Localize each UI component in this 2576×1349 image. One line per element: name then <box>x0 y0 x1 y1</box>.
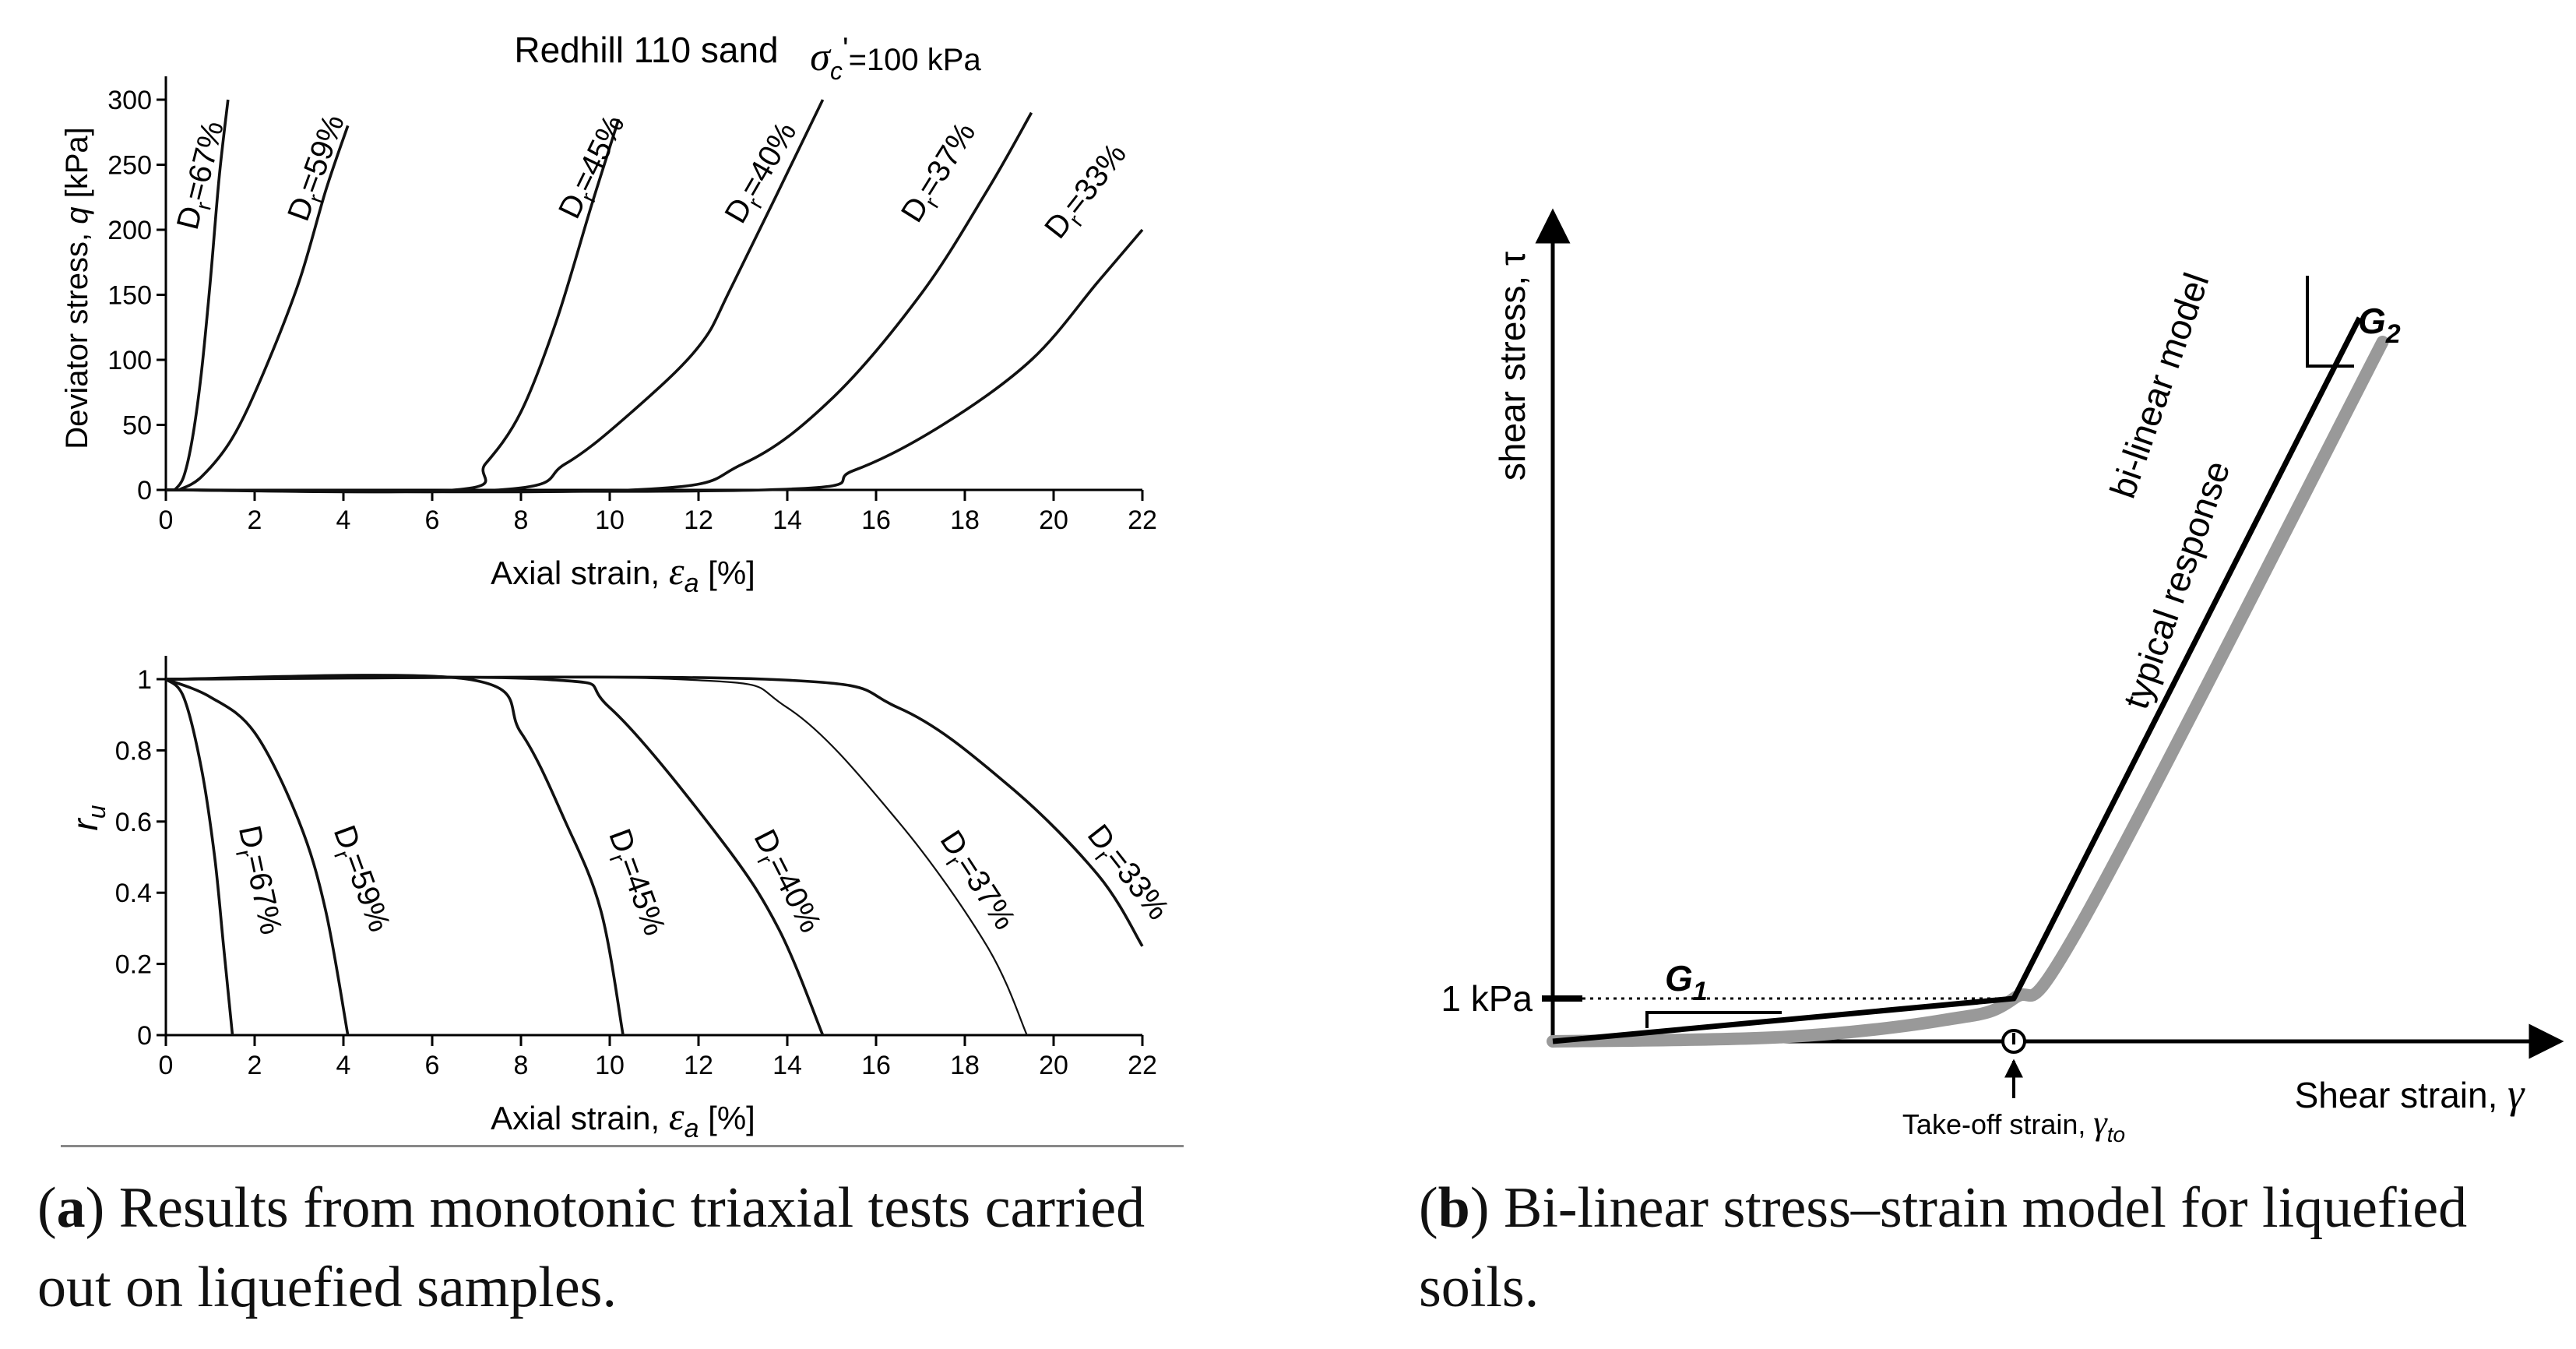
x-tick-label: 8 <box>514 1051 529 1080</box>
x-axis-label: Axial strain, εa [%] <box>491 549 755 598</box>
chart-title: Redhill 110 sand <box>514 30 778 70</box>
y-tick-label: 0.2 <box>115 950 152 980</box>
series-label: Dr=40% <box>742 824 828 940</box>
y-axis-label: ru <box>65 805 111 830</box>
series-label: Dr=45% <box>552 110 636 227</box>
series-label: Dr=45% <box>597 825 672 942</box>
deviator-stress-chart: Redhill 110 sand σc'=100 kPa 0 2 4 6 8 10 12 14… <box>60 30 1157 598</box>
y-tick-label: 200 <box>107 216 152 245</box>
caption-letter: a <box>56 1176 86 1240</box>
y-tick-label: 0.6 <box>115 808 152 837</box>
y-tick-label: 0 <box>137 476 152 505</box>
y-tick-label: 0.8 <box>115 736 152 766</box>
series-dr33 <box>165 228 1144 493</box>
x-tick-label: 14 <box>772 1051 802 1080</box>
series-label: Dr=40% <box>718 116 808 231</box>
g2-slope-triangle <box>2306 276 2354 368</box>
x-tick-label: 10 <box>595 505 625 535</box>
x-tick-label: 4 <box>336 505 351 535</box>
chart-subtitle: σc'=100 kPa <box>810 32 981 85</box>
y-axis-label: Deviator stress, q [kPa] <box>60 127 94 449</box>
series-typical-response <box>1547 336 2389 1048</box>
x-tick-label: 8 <box>514 505 529 535</box>
series-dr45 <box>165 674 625 1036</box>
x-tick-label: 16 <box>861 1051 891 1080</box>
pore-pressure-ratio-chart: 0 2 4 6 8 10 12 14 16 18 20 22 0 0.2 0.4 0.6 0.8 1 Dr=67%… <box>65 656 1176 1143</box>
x-tick-label: 4 <box>336 1051 351 1080</box>
y-tick-label: 150 <box>107 281 152 311</box>
x-tick-label: 20 <box>1039 1051 1068 1080</box>
x-tick-label: 22 <box>1128 1051 1157 1080</box>
y-axis-label: shear stress, τ <box>1492 252 1533 481</box>
series-label: Dr=67% <box>171 118 236 234</box>
series-dr67 <box>164 678 234 1036</box>
series-dr37 <box>165 676 1028 1036</box>
caption-letter: b <box>1438 1176 1470 1240</box>
takeoff-strain-label: Take-off strain, γto <box>1902 1104 2125 1146</box>
x-axis-label: Axial strain, εa [%] <box>491 1094 755 1143</box>
y-tick-label: 100 <box>107 346 152 375</box>
caption-panel-a: (a) Results from monotonic triaxial test… <box>37 1176 1145 1319</box>
x-tick-label: 12 <box>684 1051 713 1080</box>
x-tick-label: 0 <box>159 1051 174 1080</box>
x-tick-label: 18 <box>950 505 980 535</box>
series-dr33 <box>165 675 1144 947</box>
x-tick-label: 16 <box>861 505 891 535</box>
x-tick-label: 20 <box>1039 505 1068 535</box>
x-tick-label: 22 <box>1128 505 1157 535</box>
y-marker-label: 1 kPa <box>1441 978 1533 1019</box>
caption-text: ) Bi-linear stress–strain model for liqu… <box>1419 1176 2468 1319</box>
y-tick-label: 300 <box>107 86 152 115</box>
x-tick-label: 2 <box>248 505 262 535</box>
series-label: Dr=67% <box>227 822 288 939</box>
x-tick-label: 0 <box>159 505 174 535</box>
y-tick-label: 50 <box>122 411 152 441</box>
y-tick-label: 0 <box>137 1021 152 1051</box>
x-tick-label: 2 <box>248 1051 262 1080</box>
y-tick-label: 250 <box>107 151 152 181</box>
caption-panel-b: (b) Bi-linear stress–strain model for li… <box>1419 1176 2468 1319</box>
x-tick-label: 14 <box>772 505 802 535</box>
x-tick-label: 6 <box>425 1051 440 1080</box>
series-label: Dr=37% <box>929 825 1022 939</box>
g1-slope-triangle <box>1645 1011 1782 1028</box>
x-tick-label: 6 <box>425 505 440 535</box>
series-label: Dr=59% <box>281 110 356 227</box>
series-label: Dr=33% <box>1076 819 1175 930</box>
series-dr59 <box>165 678 350 1036</box>
series-label: Dr=59% <box>322 821 396 939</box>
series-dr40 <box>165 99 825 494</box>
x-axis-label: Shear strain, γ <box>2295 1070 2526 1117</box>
bilinear-model-diagram: shear stress, τ Shear strain, γ 1 kPa G1… <box>1441 208 2564 1146</box>
x-tick-label: 12 <box>684 505 713 535</box>
y-tick-label: 0.4 <box>115 879 152 908</box>
series-dr67 <box>173 99 230 491</box>
x-tick-label: 18 <box>950 1051 980 1080</box>
series-bilinear-model <box>1552 316 2363 1044</box>
caption-text: ) Results from monotonic triaxial tests … <box>37 1176 1145 1319</box>
series-label: Dr=33% <box>1038 137 1137 248</box>
x-tick-label: 10 <box>595 1051 625 1080</box>
y-tick-label: 1 <box>137 665 152 695</box>
series-dr59 <box>178 125 350 491</box>
divider <box>61 1145 1184 1147</box>
